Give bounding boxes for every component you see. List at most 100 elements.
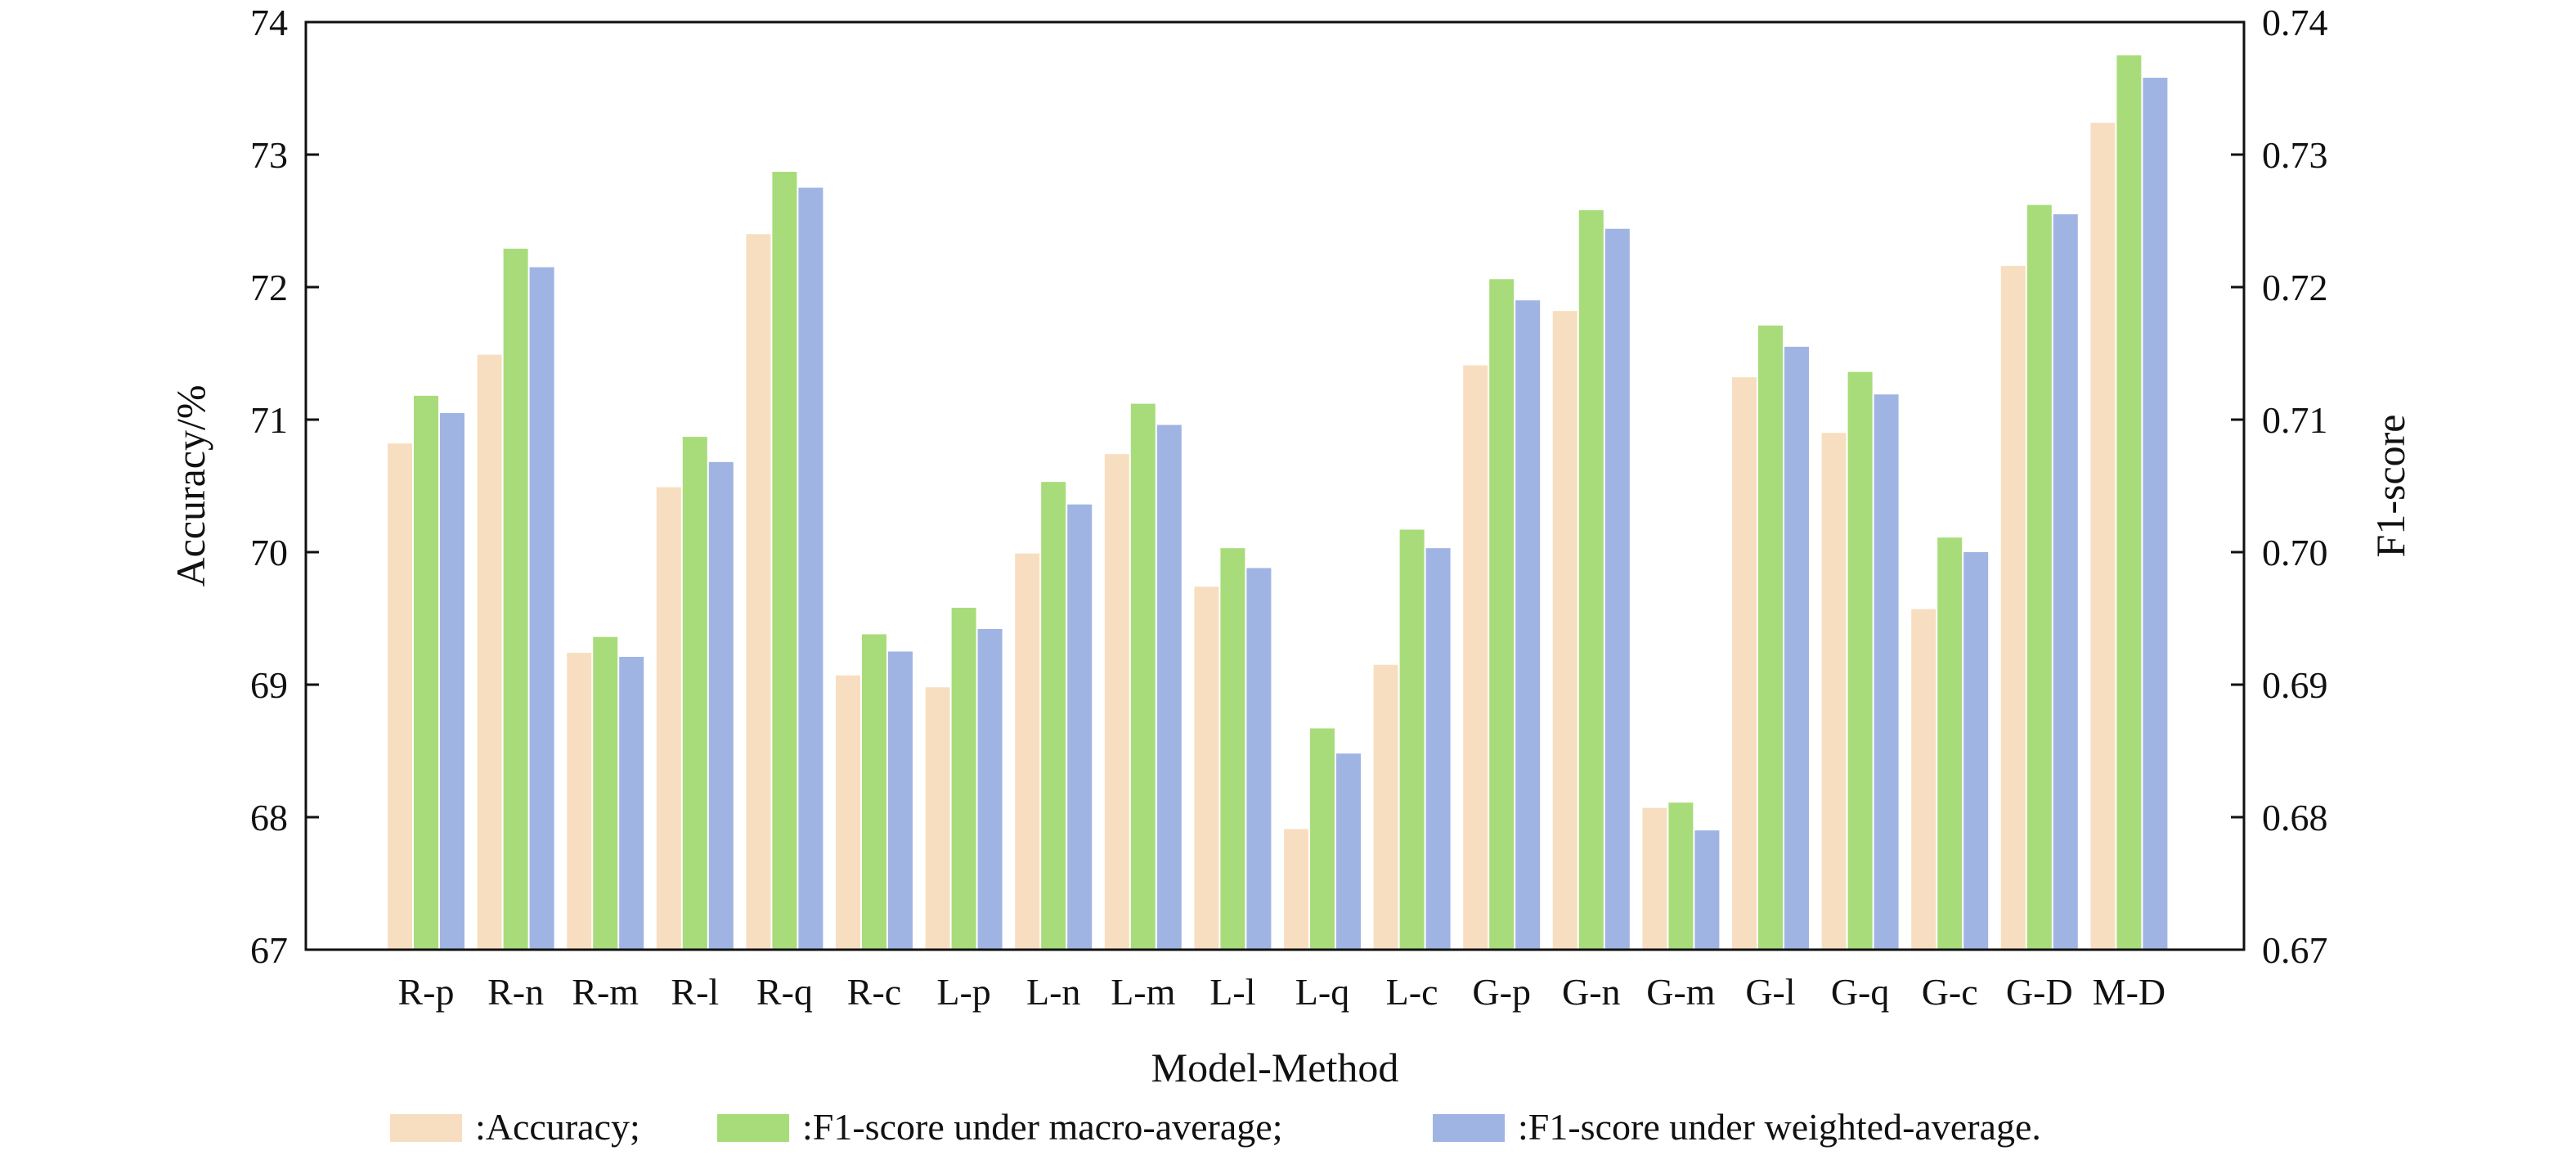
bar [1104,454,1129,950]
bar [440,412,464,950]
x-tick-label: G-c [1922,971,1978,1013]
y-tick-label-left: 74 [250,2,288,43]
y-axis-title-left: Accuracy/% [168,384,213,586]
x-tick-label: L-l [1209,971,1255,1013]
bar [1604,228,1630,951]
bar [925,687,950,950]
x-tick-label: G-m [1646,971,1716,1013]
bar [1041,482,1066,950]
bar [1821,433,1847,950]
x-tick-label: G-p [1472,971,1531,1013]
bar [1732,377,1757,950]
bar [477,354,502,950]
bar [1310,728,1335,950]
bar [708,461,734,950]
x-tick-label: R-n [487,971,544,1013]
x-tick-label: G-l [1745,971,1795,1013]
bar [1194,586,1219,950]
bar [503,249,528,950]
bar [2143,78,2168,950]
bar [1284,829,1308,950]
bar [1015,553,1040,950]
x-tick-label: R-q [756,971,813,1013]
legend-swatch [390,1114,462,1142]
bar [1425,548,1451,950]
bar [1246,568,1272,950]
y-tick-label-left: 71 [250,399,288,441]
y-tick-label-left: 67 [250,929,288,971]
bar [567,653,592,950]
bar [1694,830,1720,950]
bar [1067,504,1093,950]
y-tick-label-left: 72 [250,267,288,308]
bar [656,487,681,950]
right-axis: 0.67 0.68 0.69 0.70 0.71 0.72 0.73 0.74 [2231,2,2328,971]
bar [862,634,886,950]
bar [1911,609,1936,950]
bar [2026,204,2052,950]
x-tick-label: L-n [1026,971,1080,1013]
bar [1156,425,1182,950]
bar [1668,802,1694,950]
bar [2090,123,2116,950]
bar [414,395,438,951]
x-axis-title: Model-Method [1151,1045,1399,1090]
x-tick-label: G-q [1831,971,1890,1013]
left-axis: 67 68 69 70 71 72 73 74 [250,2,319,971]
bar [951,608,976,950]
x-tick-label: M-D [2093,971,2165,1013]
plot-frame [304,20,2246,951]
bar [836,675,860,950]
x-tick-label: L-m [1111,971,1175,1013]
x-tick-label: G-D [2006,971,2073,1013]
bar [888,651,913,950]
y-axis-title-right: F1-score [2367,415,2413,558]
y-tick-label-right: 0.67 [2262,929,2328,971]
x-tick-label: R-l [671,971,719,1013]
bar [619,656,644,950]
y-tick-label-right: 0.71 [2262,399,2328,441]
bar [772,172,797,950]
y-tick-label-left: 70 [250,532,288,573]
x-tick-label: L-p [936,971,990,1013]
bar [1642,807,1667,950]
legend: :Accuracy; :F1-score under macro-average;… [390,1106,2041,1148]
bar [1552,311,1577,950]
bar [1784,346,1809,950]
x-tick-label: R-m [572,971,639,1013]
x-tick-label: G-n [1562,971,1621,1013]
legend-label: :Accuracy; [475,1106,640,1148]
bar [2000,266,2026,951]
y-tick-label-right: 0.74 [2262,2,2328,43]
x-axis: R-p R-n R-m R-l R-q R-c L-p L-n L-m L-l L-q L-c G-p G… [398,971,2166,1013]
bar [1220,548,1245,950]
legend-label: :F1-score under weighted-average. [1518,1106,2041,1148]
y-tick-label-left: 73 [250,134,288,176]
bar [2116,55,2142,950]
y-tick-label-right: 0.73 [2262,134,2328,176]
bar [593,636,618,950]
bar [1847,371,1873,950]
y-tick-label-right: 0.68 [2262,797,2328,838]
bar [1963,552,1989,950]
x-tick-label: L-q [1295,971,1349,1013]
bar [1515,300,1541,950]
y-tick-label-right: 0.69 [2262,664,2328,706]
bar [1489,279,1515,950]
bar [2053,213,2078,950]
bar [1578,210,1604,950]
y-tick-label-left: 68 [250,797,288,838]
bar [682,437,707,950]
x-tick-label: R-p [398,971,455,1013]
bar [1373,664,1398,950]
bar [1937,537,1963,950]
bar [1758,325,1783,951]
bar [746,234,771,950]
bar [798,187,824,950]
bar [1874,394,1899,951]
y-tick-label-right: 0.72 [2262,267,2328,308]
legend-label: :F1-score under macro-average; [802,1106,1283,1148]
y-tick-label-right: 0.70 [2262,532,2328,573]
bar [1463,365,1488,951]
